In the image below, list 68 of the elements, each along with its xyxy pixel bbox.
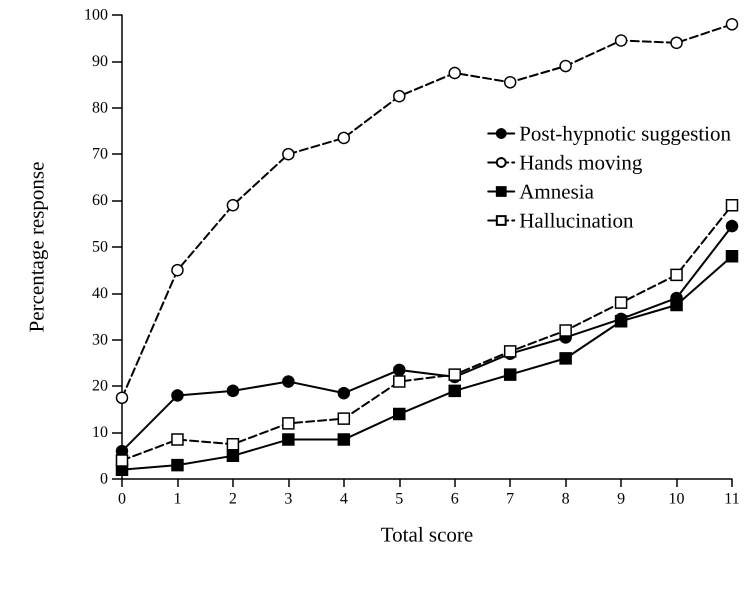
x-tick-label: 3 xyxy=(284,490,292,508)
y-tick-label: 10 xyxy=(92,424,108,442)
x-tick-label: 4 xyxy=(340,490,348,508)
point xyxy=(393,90,406,102)
point xyxy=(226,438,240,450)
point xyxy=(670,268,683,282)
point xyxy=(116,392,128,404)
y-axis-title: Percentage response xyxy=(24,162,48,332)
y-tick-label: 40 xyxy=(92,284,108,302)
y-tick-label: 70 xyxy=(92,146,108,163)
x-tick-label: 1 xyxy=(173,490,182,508)
point xyxy=(726,198,738,212)
point xyxy=(393,364,406,376)
point xyxy=(393,408,406,420)
point xyxy=(171,458,184,472)
point xyxy=(171,389,184,402)
point xyxy=(559,60,572,72)
x-tick-label: 2 xyxy=(228,490,237,508)
y-tick-label: 100 xyxy=(84,6,108,24)
point xyxy=(670,298,683,312)
x-tick-label: 10 xyxy=(668,490,685,508)
point xyxy=(171,264,184,276)
point xyxy=(226,384,240,398)
legend-label: Amnesia xyxy=(519,180,595,204)
x-tick-label: 5 xyxy=(395,490,404,508)
point xyxy=(726,220,738,232)
point xyxy=(393,375,406,388)
legend-label: Hallucination xyxy=(519,208,634,232)
point xyxy=(559,352,572,365)
y-tick-label: 20 xyxy=(92,378,108,395)
x-tick-label: 11 xyxy=(724,490,740,508)
point xyxy=(226,198,240,212)
point xyxy=(338,412,350,425)
x-tick-label: 9 xyxy=(617,490,626,508)
point xyxy=(670,36,683,50)
point xyxy=(282,433,295,446)
point xyxy=(282,148,295,160)
legend-label: Hands moving xyxy=(519,150,643,174)
y-tick-label: 80 xyxy=(92,99,108,116)
x-tick-label: 7 xyxy=(506,490,514,508)
point xyxy=(614,34,628,47)
y-tick-label: 60 xyxy=(92,192,108,210)
y-tick-label: 30 xyxy=(92,331,108,348)
point xyxy=(448,368,461,381)
point xyxy=(504,368,516,381)
point xyxy=(226,450,240,462)
y-tick-label: 0 xyxy=(100,470,108,488)
point xyxy=(448,384,461,398)
x-tick-label: 6 xyxy=(450,490,459,508)
point xyxy=(116,454,128,467)
y-tick-label: 50 xyxy=(92,238,108,256)
point xyxy=(504,76,516,89)
x-axis-title: Total score xyxy=(380,522,474,546)
point xyxy=(726,250,738,263)
point xyxy=(171,433,184,446)
point xyxy=(559,324,572,337)
point xyxy=(338,386,350,400)
x-tick-label: 0 xyxy=(118,490,126,508)
point xyxy=(282,375,295,388)
y-tick-label: 90 xyxy=(92,52,108,70)
legend-label: Post-hypnotic suggestion xyxy=(519,122,732,146)
x-tick-label: 8 xyxy=(562,490,570,508)
point xyxy=(338,433,350,446)
point xyxy=(338,132,350,144)
point xyxy=(282,417,295,430)
point xyxy=(448,66,461,80)
point xyxy=(726,18,738,31)
point xyxy=(614,296,628,309)
